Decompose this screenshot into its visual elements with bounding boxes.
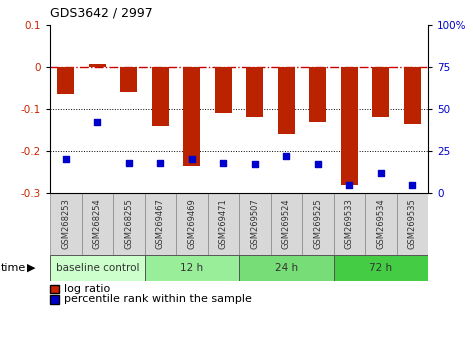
Bar	[341, 67, 358, 184]
Text: 72 h: 72 h	[369, 263, 392, 273]
Text: ▶: ▶	[26, 263, 35, 273]
Bar	[215, 67, 232, 113]
Point	[251, 162, 259, 167]
Bar	[88, 64, 106, 67]
Text: GSM269471: GSM269471	[219, 199, 228, 249]
Bar	[50, 193, 81, 255]
Bar	[365, 193, 396, 255]
Bar	[151, 67, 169, 126]
Text: percentile rank within the sample: percentile rank within the sample	[64, 295, 252, 304]
Text: 24 h: 24 h	[275, 263, 298, 273]
Text: GSM269507: GSM269507	[250, 199, 259, 249]
Bar	[246, 67, 263, 118]
Text: baseline control: baseline control	[55, 263, 139, 273]
Point	[345, 182, 353, 187]
Bar	[239, 193, 271, 255]
Bar	[81, 193, 113, 255]
Text: GDS3642 / 2997: GDS3642 / 2997	[50, 7, 153, 20]
Point	[409, 182, 416, 187]
Text: time: time	[0, 263, 26, 273]
Bar	[333, 255, 428, 281]
Bar	[396, 193, 428, 255]
Bar	[333, 193, 365, 255]
Text: GSM269467: GSM269467	[156, 199, 165, 250]
Bar	[176, 193, 208, 255]
Text: log ratio: log ratio	[64, 284, 110, 294]
Point	[282, 153, 290, 159]
Bar	[271, 193, 302, 255]
Text: GSM269533: GSM269533	[345, 199, 354, 250]
Point	[62, 156, 70, 162]
Text: GSM269525: GSM269525	[313, 199, 322, 249]
Bar	[403, 67, 421, 124]
Text: GSM268254: GSM268254	[93, 199, 102, 249]
Text: GSM269469: GSM269469	[187, 199, 196, 249]
Bar	[50, 255, 144, 281]
Point	[314, 162, 322, 167]
Text: GSM268255: GSM268255	[124, 199, 133, 249]
Bar	[309, 67, 326, 122]
Bar	[120, 67, 138, 92]
Text: GSM269534: GSM269534	[376, 199, 385, 249]
Text: GSM268253: GSM268253	[61, 199, 70, 250]
Bar	[278, 67, 295, 134]
Point	[94, 120, 101, 125]
Point	[188, 156, 195, 162]
Bar	[183, 67, 201, 166]
Bar	[113, 193, 144, 255]
Bar	[144, 255, 239, 281]
Text: GSM269535: GSM269535	[408, 199, 417, 249]
Text: 12 h: 12 h	[180, 263, 203, 273]
Bar	[208, 193, 239, 255]
Point	[219, 160, 227, 166]
Point	[377, 170, 385, 176]
Bar	[144, 193, 176, 255]
Bar	[239, 255, 333, 281]
Point	[157, 160, 164, 166]
Point	[125, 160, 132, 166]
Text: GSM269524: GSM269524	[282, 199, 291, 249]
Bar	[372, 67, 389, 118]
Bar	[57, 67, 74, 94]
Bar	[302, 193, 333, 255]
